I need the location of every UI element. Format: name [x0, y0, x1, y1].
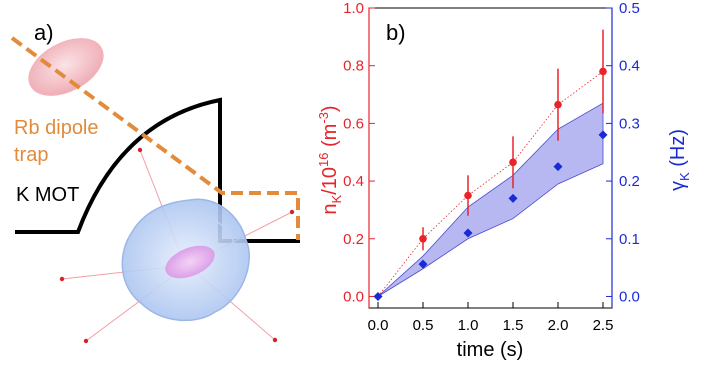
- y-left-tick-label: 1.0: [343, 0, 364, 17]
- ray-endpoints: [59, 147, 295, 344]
- y-left-label-main: n: [319, 203, 341, 214]
- gamma-point: [598, 130, 608, 140]
- x-tick-label: 1.5: [503, 317, 524, 334]
- y-right-tick-label: 0.2: [619, 173, 640, 190]
- panel-b: b) 0.0 0.5 1.0 1.5 2.0 2.5 0.0 0.2 0.4 0.6 0.8 1.0…: [316, 0, 692, 361]
- rb-label-line2: trap: [14, 144, 48, 166]
- ray-dot: [137, 147, 143, 153]
- y-left-axis-label: nK/1016 (m-3): [316, 105, 344, 214]
- y-left-tick-label: 0.6: [343, 115, 364, 132]
- x-axis-label: time (s): [457, 339, 524, 361]
- ray-dot: [59, 276, 65, 282]
- y-right-tick-label: 0.3: [619, 115, 640, 132]
- y-right-tick-label: 0.1: [619, 231, 640, 248]
- gamma-uncertainty-band: [377, 102, 604, 297]
- density-point: [554, 100, 562, 109]
- x-tick-label: 1.0: [458, 317, 479, 334]
- density-point: [599, 67, 607, 76]
- y-right-label-unit: (Hz): [667, 129, 689, 172]
- density-point: [464, 191, 472, 200]
- rb-trap-overlap-blob: [165, 245, 215, 279]
- panel-a-label: a): [34, 20, 54, 45]
- gamma-point: [418, 259, 428, 269]
- y-left-label-rest: /10: [319, 167, 341, 195]
- y-left-label-sup: 16: [316, 153, 331, 167]
- rb-dipole-potential: [10, 36, 300, 240]
- y-right-label-main: γ: [667, 181, 689, 191]
- y-left-tick-label: 0.2: [343, 231, 364, 248]
- x-tick-label: 0.0: [368, 317, 389, 334]
- y-left-tick-label: 0.8: [343, 58, 364, 75]
- ray-dot: [272, 337, 278, 343]
- y-right-axis-label: γK (Hz): [667, 129, 692, 191]
- rb-label-line1: Rb dipole: [14, 117, 99, 139]
- y-left-label-unit: (m: [319, 124, 341, 153]
- gamma-point: [373, 291, 383, 301]
- gamma-point: [553, 162, 563, 172]
- y-left-ticks: 0.0 0.2 0.4 0.6 0.8 1.0: [343, 0, 375, 305]
- y-left-tick-label: 0.0: [343, 288, 364, 305]
- panel-a: a) Rb dipole trap K MOT: [10, 20, 300, 344]
- gamma-point: [463, 228, 473, 238]
- y-left-label-unit-sup: -3: [316, 112, 331, 124]
- x-tick-label: 0.5: [413, 317, 434, 334]
- y-right-tick-label: 0.4: [619, 58, 640, 75]
- ray-dot: [83, 338, 89, 344]
- y-right-ticks: 0.0 0.1 0.2 0.3 0.4 0.5: [606, 0, 640, 305]
- density-point: [509, 158, 517, 167]
- ray-dot: [289, 209, 295, 215]
- y-right-label-sub: K: [677, 172, 692, 181]
- mot-cloud-inner-edge: [141, 211, 238, 306]
- density-points: [419, 67, 607, 243]
- k-mot-label: K MOT: [16, 184, 79, 206]
- x-tick-label: 2.5: [593, 317, 614, 334]
- y-right-tick-label: 0.0: [619, 288, 640, 305]
- y-left-label-sub: K: [329, 194, 344, 203]
- gamma-points: [373, 130, 608, 301]
- panel-b-label: b): [386, 20, 406, 45]
- x-tick-label: 2.0: [548, 317, 569, 334]
- y-left-tick-label: 0.4: [343, 173, 364, 190]
- density-guide-line: [377, 71, 604, 297]
- y-right-tick-label: 0.5: [619, 0, 640, 17]
- density-point: [419, 234, 427, 243]
- x-ticks: 0.0 0.5 1.0 1.5 2.0 2.5: [368, 302, 614, 334]
- y-left-label-unit-close: ): [319, 105, 341, 112]
- gamma-point: [508, 193, 518, 203]
